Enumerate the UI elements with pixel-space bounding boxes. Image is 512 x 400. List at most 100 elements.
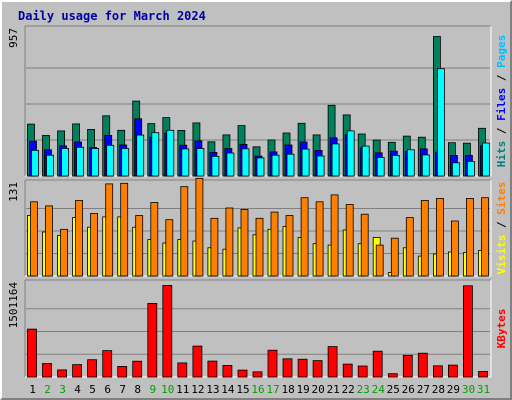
- bar-pages: [436, 68, 445, 177]
- x-tick-label: 25: [387, 383, 400, 396]
- bar-pages: [406, 149, 415, 177]
- bar-pages: [316, 155, 325, 177]
- bar-pages: [76, 146, 84, 177]
- bar-sites: [45, 205, 53, 277]
- bar-pages: [106, 144, 115, 177]
- x-tick-label: 2: [44, 383, 51, 396]
- bar-sites: [330, 194, 339, 277]
- bar-kbytes: [177, 362, 188, 378]
- bar-pages: [181, 148, 190, 177]
- bar-kbytes: [267, 349, 278, 378]
- x-tick-label: 26: [402, 383, 415, 396]
- bar-sites: [150, 202, 159, 277]
- bar-pages: [256, 157, 265, 177]
- bar-sites: [390, 237, 399, 277]
- bar-pages: [136, 134, 145, 177]
- x-tick-label: 24: [372, 383, 386, 396]
- bar-kbytes: [357, 365, 368, 378]
- x-tick-label: 29: [447, 383, 460, 396]
- bar-pages: [346, 130, 355, 177]
- x-tick-label: 4: [74, 383, 81, 396]
- bar-sites: [300, 197, 309, 277]
- bar-sites: [135, 215, 144, 277]
- bar-sites: [120, 182, 129, 277]
- bar-kbytes: [282, 358, 293, 378]
- bar-kbytes: [162, 284, 173, 378]
- legend-label: Hits: [495, 141, 508, 168]
- legend-label: Visits: [495, 235, 508, 275]
- bar-pages: [211, 155, 220, 177]
- bar-kbytes: [478, 371, 488, 378]
- series-legend: Hits / Files / Pages: [495, 35, 508, 168]
- bar-pages: [271, 154, 280, 177]
- bar-kbytes: [402, 354, 413, 378]
- series-legend: KBytes: [495, 309, 508, 349]
- x-tick-label: 22: [342, 383, 355, 396]
- bar-kbytes: [312, 360, 323, 378]
- bar-sites: [75, 199, 83, 277]
- bar-sites: [90, 213, 98, 277]
- bar-sites: [360, 213, 369, 277]
- bar-kbytes: [42, 363, 52, 378]
- bar-kbytes: [327, 346, 338, 378]
- legend-label: KBytes: [495, 309, 508, 349]
- panel-hits: 957 Hits / Files / Pages: [7, 25, 508, 177]
- bar-pages: [482, 142, 490, 177]
- bar-pages: [376, 157, 385, 177]
- legend-label: Sites: [495, 182, 508, 215]
- x-tick-label: 3: [59, 383, 66, 396]
- bar-kbytes: [117, 365, 128, 378]
- x-tick-label: 13: [206, 383, 219, 396]
- bar-kbytes: [207, 360, 218, 378]
- y-max-label: 131: [7, 182, 20, 202]
- x-tick-label: 30: [462, 383, 475, 396]
- bar-pages: [61, 148, 69, 177]
- bar-kbytes: [57, 369, 67, 378]
- bar-pages: [226, 152, 235, 177]
- x-tick-label: 11: [176, 383, 189, 396]
- bar-sites: [435, 197, 444, 277]
- y-max-label: 957: [7, 28, 20, 48]
- bar-sites: [195, 177, 204, 277]
- bar-sites: [420, 199, 429, 277]
- bar-pages: [31, 149, 39, 177]
- x-tick-label: 8: [134, 383, 141, 396]
- x-tick-label: 17: [266, 383, 279, 396]
- bar-pages: [451, 162, 460, 177]
- x-tick-label: 15: [236, 383, 249, 396]
- x-tick-label: 6: [104, 383, 111, 396]
- bar-kbytes: [132, 360, 143, 378]
- chart-title: Daily usage for March 2024: [18, 9, 206, 23]
- bar-kbytes: [252, 371, 263, 378]
- bar-kbytes: [432, 365, 443, 378]
- bar-sites: [285, 215, 294, 277]
- x-tick-label: 27: [417, 383, 430, 396]
- bar-sites: [405, 217, 414, 277]
- bar-pages: [46, 154, 54, 177]
- bar-kbytes: [387, 373, 398, 378]
- bar-kbytes: [27, 328, 37, 378]
- x-tick-label: 1: [29, 383, 36, 396]
- bar-sites: [255, 217, 264, 277]
- series-legend: Visits / Sites: [495, 182, 508, 275]
- x-tick-label: 9: [149, 383, 156, 396]
- bar-pages: [466, 160, 475, 177]
- x-tick-label: 14: [221, 383, 235, 396]
- bar-kbytes: [237, 369, 248, 378]
- x-tick-label: 28: [432, 383, 445, 396]
- bar-kbytes: [372, 350, 383, 378]
- bar-sites: [180, 186, 189, 277]
- bar-pages: [166, 129, 175, 177]
- bar-kbytes: [147, 302, 158, 378]
- bar-sites: [375, 244, 384, 277]
- x-tick-label: 23: [357, 383, 370, 396]
- bar-pages: [241, 148, 250, 177]
- bar-sites: [465, 197, 474, 277]
- bar-sites: [315, 201, 324, 277]
- legend-label: /: [495, 68, 508, 88]
- bar-pages: [361, 145, 370, 177]
- bar-kbytes: [222, 364, 233, 378]
- bar-pages: [121, 148, 130, 177]
- bar-kbytes: [87, 359, 97, 378]
